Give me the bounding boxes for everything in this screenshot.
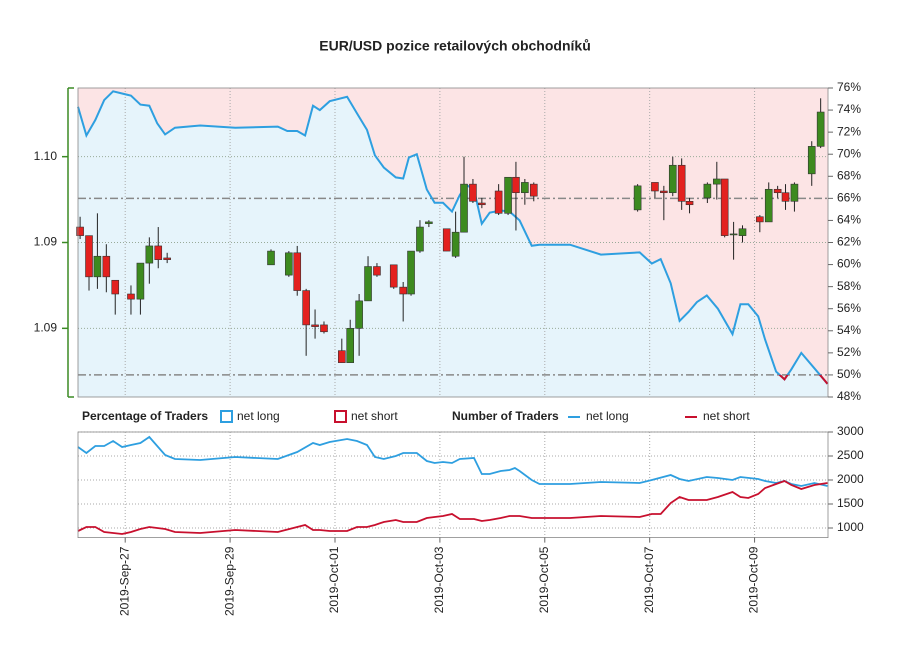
candle-body xyxy=(494,190,503,214)
legend-label: net long xyxy=(237,409,280,423)
candle-body xyxy=(389,264,398,288)
candle-body xyxy=(302,290,310,326)
candle-body xyxy=(442,228,451,252)
y-tick-label: 1000 xyxy=(837,520,864,534)
legend-title: Percentage of Traders xyxy=(82,409,208,423)
candle-body xyxy=(145,245,154,264)
candle-body xyxy=(633,185,642,211)
candle-body xyxy=(460,183,468,233)
candle-body xyxy=(781,192,790,202)
candle-body xyxy=(267,250,275,266)
legend-label: net short xyxy=(703,409,750,423)
candle-body xyxy=(729,233,738,236)
y-tick-label: 1.09 xyxy=(34,321,58,335)
y-tick-label: 2000 xyxy=(837,472,864,486)
x-tick-label: 2019-Oct-09 xyxy=(747,546,761,613)
legend-swatch xyxy=(220,410,233,423)
y2-tick-label: 48% xyxy=(837,389,861,403)
legend-title: Number of Traders xyxy=(452,409,559,423)
candle-body xyxy=(407,250,415,295)
y-tick-label: 1.10 xyxy=(34,149,58,163)
y2-tick-label: 70% xyxy=(837,146,861,160)
y2-tick-label: 68% xyxy=(837,168,861,182)
plot-frame xyxy=(77,431,829,538)
candle-body xyxy=(76,226,84,236)
candle-body xyxy=(102,255,111,278)
candle-body xyxy=(93,255,102,278)
candle-body xyxy=(451,231,460,257)
candle-body xyxy=(154,245,163,260)
y2-tick-label: 76% xyxy=(837,80,861,94)
candle-body xyxy=(521,182,529,194)
candle-body xyxy=(285,252,293,276)
candle-body xyxy=(355,300,363,329)
candle-body xyxy=(416,226,424,252)
candle-body xyxy=(338,350,346,363)
series-line xyxy=(77,435,828,487)
y-tick-label: 3000 xyxy=(837,424,864,438)
y2-tick-label: 58% xyxy=(837,279,861,293)
chart-title: EUR/USD pozice retailových obchodníků xyxy=(319,38,591,54)
y2-tick-label: 62% xyxy=(837,235,861,249)
candle-body xyxy=(478,202,486,206)
candle-body xyxy=(668,164,677,194)
legend-label: net short xyxy=(351,409,398,423)
y-tick-label: 2500 xyxy=(837,448,864,462)
candle-body xyxy=(293,252,302,291)
y2-tick-label: 74% xyxy=(837,102,861,116)
candle-body xyxy=(364,266,372,302)
candle-body xyxy=(677,164,686,202)
legend-swatch xyxy=(334,410,347,423)
y2-tick-label: 66% xyxy=(837,191,861,205)
candle-body xyxy=(512,176,520,194)
candle-body xyxy=(504,176,512,214)
candle-body xyxy=(127,293,135,300)
candle-body xyxy=(738,228,747,236)
y2-tick-label: 64% xyxy=(837,213,861,227)
y-tick-label: 1.09 xyxy=(34,235,58,249)
series-line xyxy=(77,480,828,535)
candle-body xyxy=(713,178,721,185)
x-tick-label: 2019-Sep-27 xyxy=(117,546,131,616)
candle-body xyxy=(136,262,145,300)
y2-tick-label: 52% xyxy=(837,345,861,359)
candle-body xyxy=(720,178,729,236)
legend-label: net long xyxy=(586,409,629,423)
candle-body xyxy=(807,146,816,175)
candle-body xyxy=(816,111,825,147)
x-tick-label: 2019-Oct-07 xyxy=(642,546,656,613)
candle-body xyxy=(756,216,764,223)
x-tick-label: 2019-Oct-03 xyxy=(432,546,446,613)
y2-tick-label: 50% xyxy=(837,367,861,381)
x-tick-label: 2019-Sep-29 xyxy=(222,546,236,616)
y-tick-label: 1500 xyxy=(837,496,864,510)
candle-body xyxy=(85,235,93,278)
candle-body xyxy=(320,324,328,333)
candle-body xyxy=(529,183,538,197)
candle-body xyxy=(685,201,694,206)
candle-body xyxy=(163,257,171,260)
candle-body xyxy=(703,183,712,199)
candle-body xyxy=(469,183,477,202)
y2-tick-label: 60% xyxy=(837,257,861,271)
candle-body xyxy=(399,286,407,295)
candle-body xyxy=(346,328,355,363)
candle-body xyxy=(660,190,668,194)
candle-body xyxy=(773,188,782,194)
candle-body xyxy=(790,183,799,202)
candle-body xyxy=(311,324,319,327)
y2-tick-label: 72% xyxy=(837,124,861,138)
candle-body xyxy=(373,266,381,276)
candle-body xyxy=(651,182,659,192)
y2-tick-label: 56% xyxy=(837,301,861,315)
x-tick-label: 2019-Oct-01 xyxy=(327,546,341,613)
candle-body xyxy=(111,279,120,295)
candle-body xyxy=(425,221,433,224)
candle-body xyxy=(764,188,773,223)
y2-tick-label: 54% xyxy=(837,323,861,337)
x-tick-label: 2019-Oct-05 xyxy=(537,546,551,613)
net-long-line xyxy=(77,90,829,385)
